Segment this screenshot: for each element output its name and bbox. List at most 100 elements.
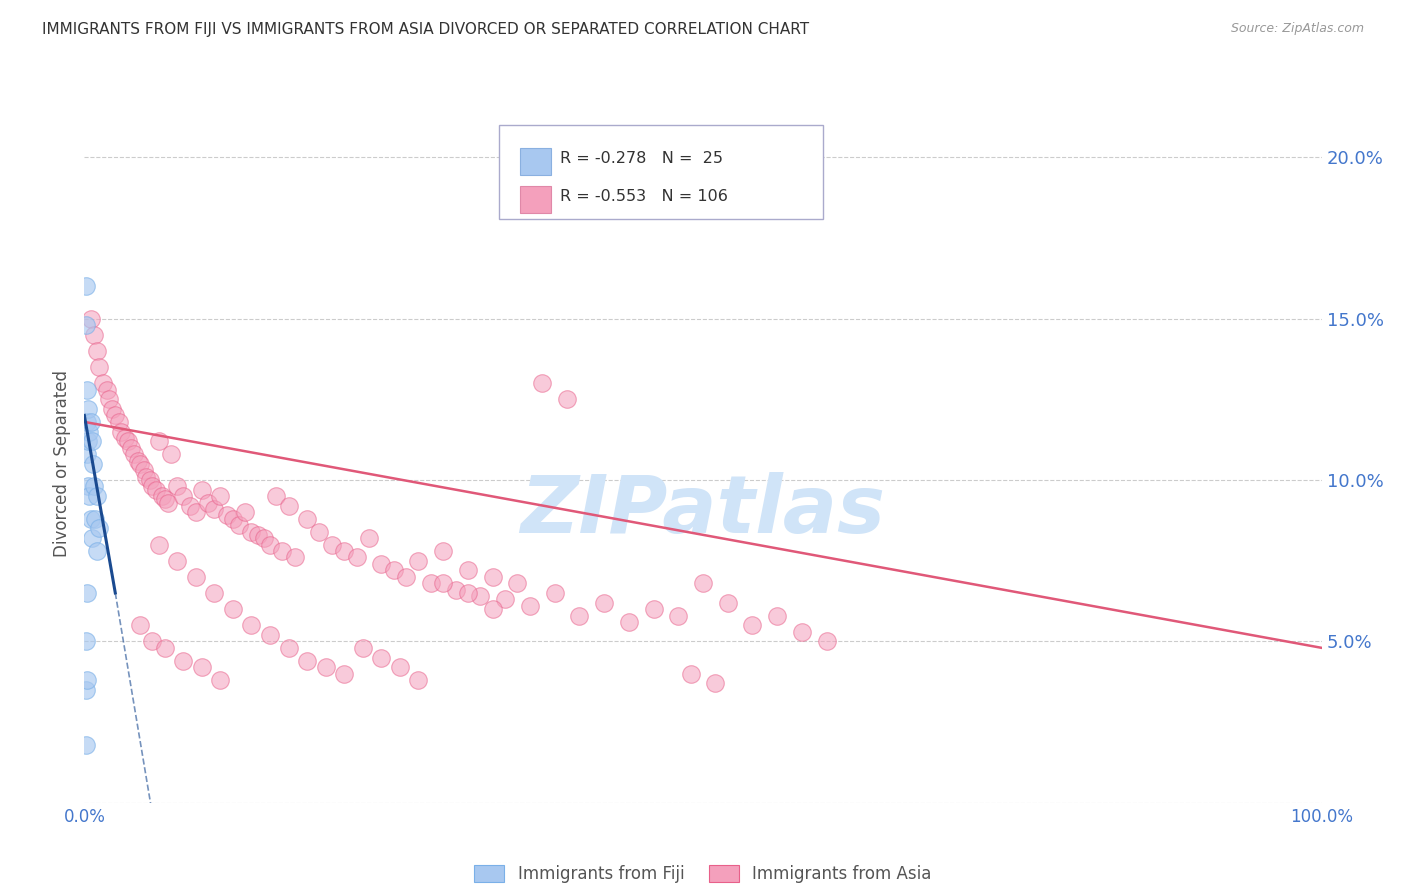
Point bbox=[315, 660, 337, 674]
Point bbox=[77, 479, 100, 493]
Point bbox=[704, 676, 727, 690]
Point bbox=[114, 431, 136, 445]
Point bbox=[75, 279, 97, 293]
Point bbox=[395, 570, 418, 584]
Point bbox=[457, 586, 479, 600]
Point bbox=[228, 518, 250, 533]
Point bbox=[593, 596, 616, 610]
Point bbox=[160, 447, 183, 461]
Point bbox=[444, 582, 467, 597]
Point bbox=[555, 392, 578, 407]
Point bbox=[215, 508, 238, 523]
Point bbox=[75, 738, 97, 752]
Point bbox=[233, 505, 256, 519]
Point bbox=[79, 425, 101, 439]
Point bbox=[295, 512, 318, 526]
Point bbox=[277, 499, 299, 513]
Point bbox=[132, 463, 155, 477]
Point bbox=[679, 666, 702, 681]
Point bbox=[79, 415, 101, 429]
Point bbox=[308, 524, 330, 539]
Point bbox=[75, 634, 97, 648]
Point bbox=[166, 554, 188, 568]
Point bbox=[333, 666, 356, 681]
Point bbox=[519, 599, 541, 613]
Point bbox=[80, 531, 103, 545]
Point bbox=[432, 544, 454, 558]
Point bbox=[643, 602, 665, 616]
Point bbox=[209, 489, 232, 503]
Point bbox=[129, 618, 152, 632]
Point bbox=[382, 563, 405, 577]
Text: IMMIGRANTS FROM FIJI VS IMMIGRANTS FROM ASIA DIVORCED OR SEPARATED CORRELATION C: IMMIGRANTS FROM FIJI VS IMMIGRANTS FROM … bbox=[42, 22, 810, 37]
Point bbox=[333, 544, 356, 558]
Point bbox=[692, 576, 714, 591]
Point bbox=[148, 434, 170, 449]
Point bbox=[568, 608, 591, 623]
Point bbox=[172, 654, 194, 668]
Point bbox=[457, 563, 479, 577]
Point bbox=[89, 521, 111, 535]
Point bbox=[481, 570, 503, 584]
Point bbox=[666, 608, 689, 623]
Point bbox=[370, 557, 392, 571]
Point bbox=[129, 457, 152, 471]
Point bbox=[264, 489, 287, 503]
Point bbox=[86, 489, 108, 503]
Point bbox=[191, 660, 214, 674]
Point bbox=[494, 592, 516, 607]
Point bbox=[145, 483, 167, 497]
Point bbox=[184, 570, 207, 584]
Point bbox=[141, 479, 163, 493]
Point bbox=[166, 479, 188, 493]
Point bbox=[815, 634, 838, 648]
Point bbox=[408, 673, 430, 687]
Point bbox=[346, 550, 368, 565]
Point bbox=[222, 512, 245, 526]
Point bbox=[506, 576, 529, 591]
Point bbox=[717, 596, 740, 610]
Point bbox=[79, 311, 101, 326]
Point bbox=[321, 537, 343, 551]
Point bbox=[153, 492, 176, 507]
Text: R = -0.553   N = 106: R = -0.553 N = 106 bbox=[560, 189, 727, 204]
Point bbox=[76, 383, 98, 397]
Point bbox=[84, 512, 107, 526]
Point bbox=[408, 554, 430, 568]
Point bbox=[240, 618, 263, 632]
Point bbox=[76, 415, 98, 429]
Point bbox=[77, 401, 100, 416]
Point bbox=[122, 447, 145, 461]
Point bbox=[80, 434, 103, 449]
Point bbox=[153, 640, 176, 655]
Text: Source: ZipAtlas.com: Source: ZipAtlas.com bbox=[1230, 22, 1364, 36]
Text: R = -0.278   N =  25: R = -0.278 N = 25 bbox=[560, 151, 723, 166]
Point bbox=[98, 392, 121, 407]
Point bbox=[76, 447, 98, 461]
Point bbox=[259, 628, 281, 642]
Point bbox=[766, 608, 789, 623]
Point bbox=[96, 383, 118, 397]
Point bbox=[86, 343, 108, 358]
Point bbox=[108, 415, 131, 429]
Point bbox=[75, 682, 97, 697]
Point bbox=[135, 469, 157, 483]
Point bbox=[284, 550, 307, 565]
Point bbox=[253, 531, 276, 545]
Point bbox=[419, 576, 441, 591]
Point bbox=[76, 673, 98, 687]
Point bbox=[76, 586, 98, 600]
Point bbox=[481, 602, 503, 616]
Point bbox=[184, 505, 207, 519]
Point bbox=[120, 441, 142, 455]
Point bbox=[209, 673, 232, 687]
Point bbox=[370, 650, 392, 665]
Point bbox=[117, 434, 139, 449]
Point bbox=[357, 531, 380, 545]
Point bbox=[543, 586, 565, 600]
Point bbox=[790, 624, 813, 639]
Point bbox=[202, 586, 225, 600]
Point bbox=[139, 473, 162, 487]
Point bbox=[83, 479, 105, 493]
Point bbox=[295, 654, 318, 668]
